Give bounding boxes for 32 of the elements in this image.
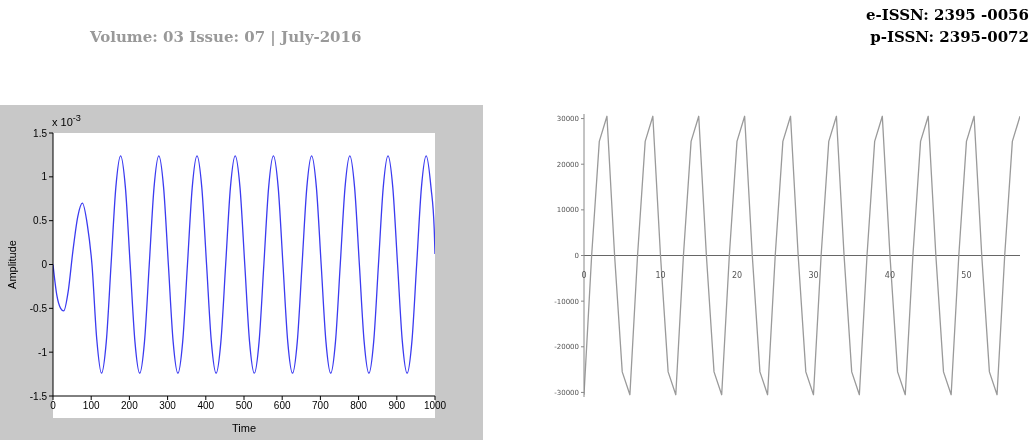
x-tick-label: 30 <box>808 270 819 280</box>
x-tick-label: 700 <box>312 400 330 412</box>
x-axis-title: Time <box>231 422 257 434</box>
x-tick-label: 100 <box>82 400 100 412</box>
y-tick-label: 0.5 <box>33 215 48 227</box>
x-tick-label: 400 <box>197 400 215 412</box>
x-tick-label: 300 <box>159 400 177 412</box>
text: x 10$^{-3}$ <box>52 113 81 128</box>
x-tick-label: 1000 <box>423 400 447 412</box>
line-series <box>584 115 1020 396</box>
x-tick-label: 20 <box>731 270 743 280</box>
text: p-ISSN: 2395-0072 <box>870 28 1029 46</box>
text: Volume: 03 Issue: 07 | July-2016 <box>90 28 362 46</box>
x-tick-label: 10 <box>655 270 666 280</box>
line-series <box>53 155 435 374</box>
y-tick-label: 0 <box>41 259 48 271</box>
x-tick-label: 0 <box>581 270 587 280</box>
y-tick-label: 1.5 <box>33 127 48 139</box>
x-tick-label: 200 <box>121 400 139 412</box>
x-tick-label: 40 <box>884 270 896 280</box>
text: e-ISSN: 2395 -0056 <box>865 6 1029 24</box>
x-tick-label: 50 <box>961 270 972 280</box>
x-tick-label: 500 <box>235 400 253 412</box>
y-tick-label: 1 <box>41 171 48 183</box>
y-tick-label: -1 <box>38 346 48 358</box>
x-tick-label: 0 <box>50 400 57 412</box>
x-tick-label: 900 <box>388 400 406 412</box>
x-tick-label: 800 <box>350 400 368 412</box>
x-tick-label: 600 <box>273 400 291 412</box>
y-tick-label: -1.5 <box>29 390 48 402</box>
y-axis-title: Amplitude <box>5 240 18 289</box>
y-tick-label: -0.5 <box>29 302 48 314</box>
